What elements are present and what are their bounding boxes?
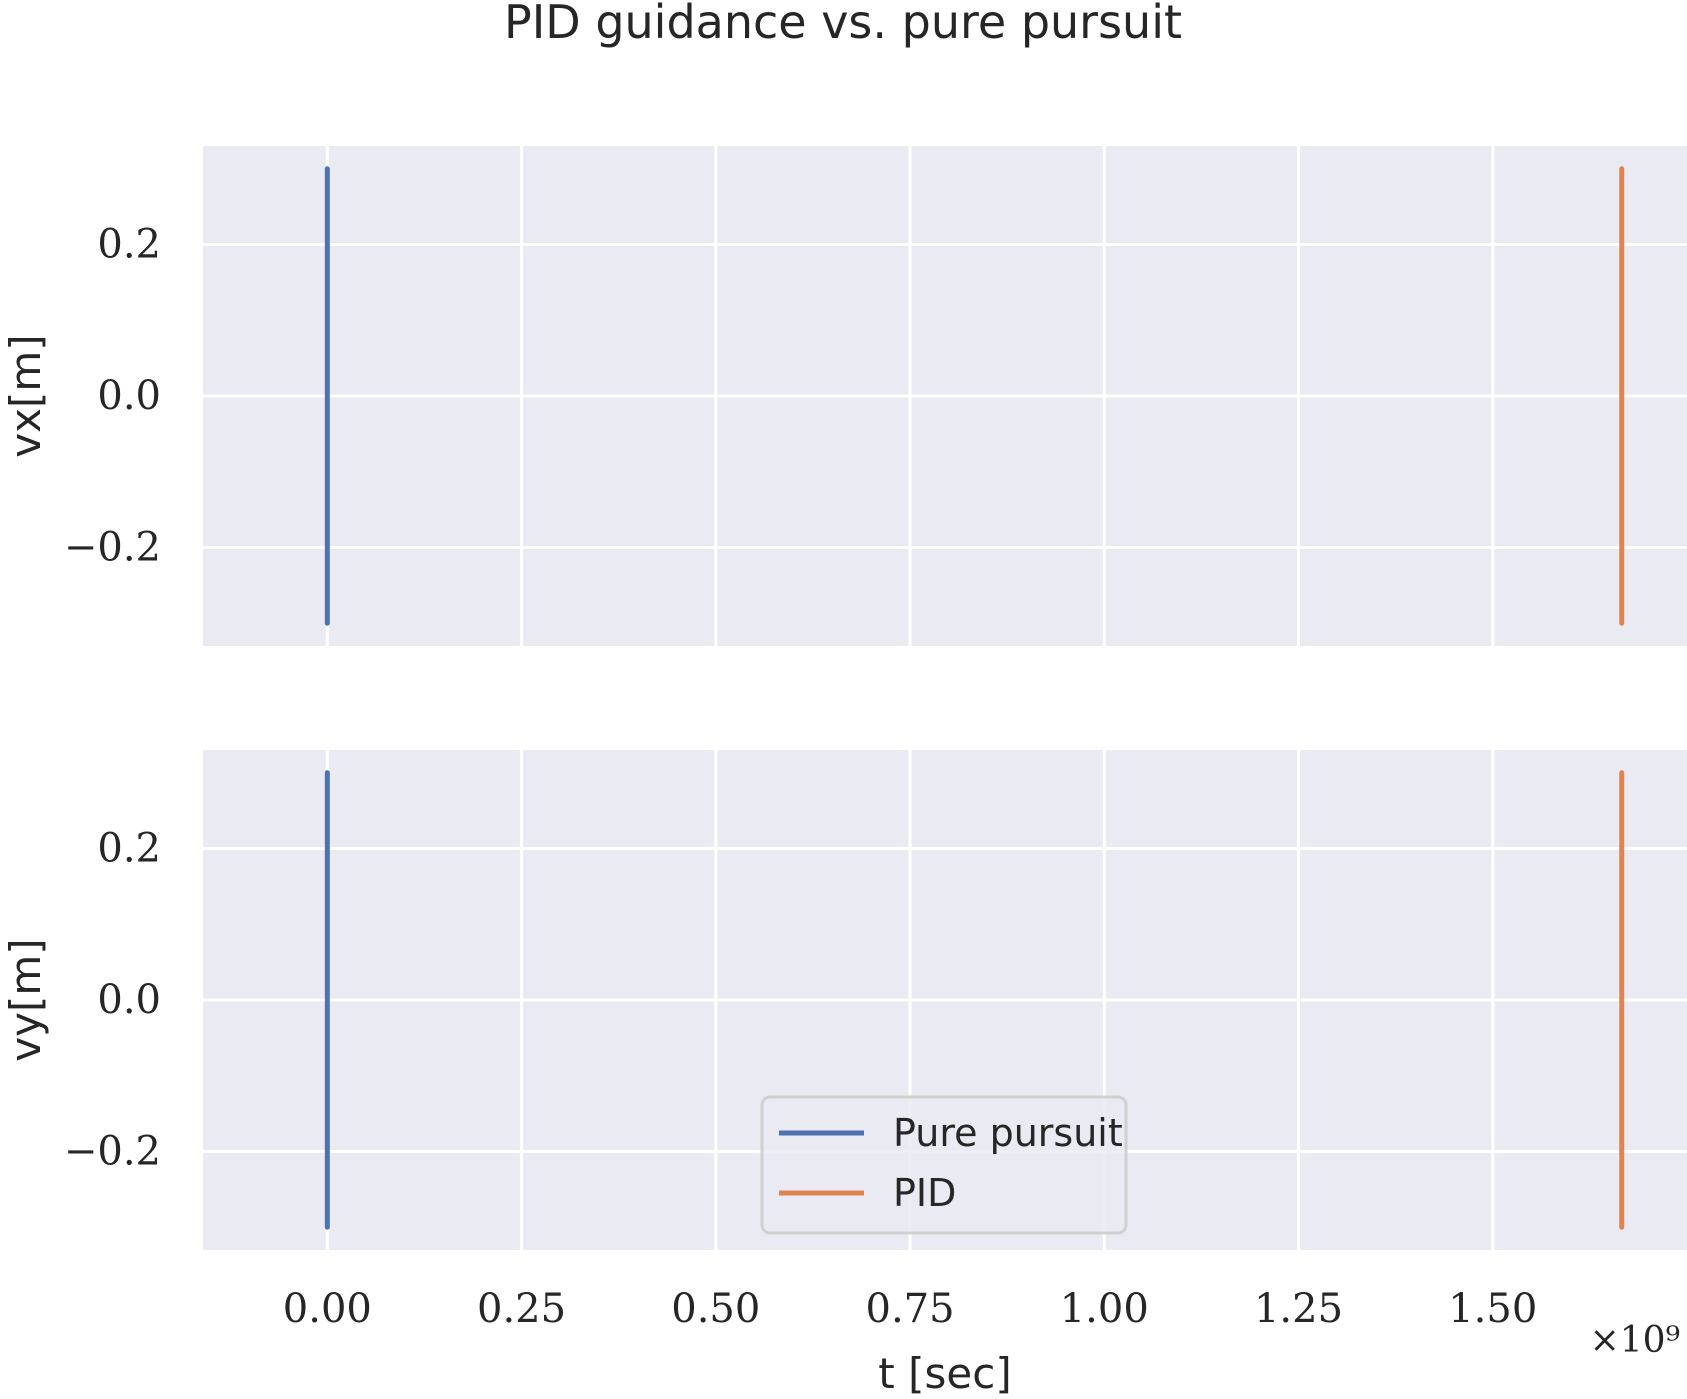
y-axis-label: vx[m] bbox=[1, 334, 50, 457]
y-axis-label: vy[m] bbox=[1, 938, 50, 1061]
y-tick-label: −0.2 bbox=[64, 525, 161, 571]
y-tick-label: −0.2 bbox=[64, 1129, 161, 1175]
y-tick-label: 0.0 bbox=[97, 977, 161, 1023]
x-offset-label: ×10⁹ bbox=[1590, 1320, 1680, 1361]
x-tick-label: 0.50 bbox=[671, 1286, 760, 1332]
x-tick-label: 1.25 bbox=[1254, 1286, 1343, 1332]
y-tick-label: 0.2 bbox=[97, 221, 161, 267]
panel-vy: −0.2 0.0 0.2 vy[m] 0.00 0.25 0.50 0.75 1.00 1.25 1… bbox=[1, 750, 1687, 1332]
x-tick-label: 0.00 bbox=[283, 1286, 372, 1332]
legend: Pure pursuit PID bbox=[760, 1095, 1128, 1235]
x-axis-label: t [sec] bbox=[878, 1349, 1011, 1398]
x-tick-label: 1.00 bbox=[1060, 1286, 1149, 1332]
legend-entry-label: PID bbox=[893, 1171, 956, 1215]
chart-title: PID guidance vs. pure pursuit bbox=[504, 0, 1182, 49]
y-tick-label: 0.2 bbox=[97, 825, 161, 871]
panel-vx: −0.2 0.0 0.2 vx[m] bbox=[1, 146, 1687, 646]
x-tick-label: 1.50 bbox=[1448, 1286, 1537, 1332]
y-tick-label: 0.0 bbox=[97, 373, 161, 419]
x-tick-label: 0.25 bbox=[477, 1286, 566, 1332]
x-tick-label: 0.75 bbox=[866, 1286, 955, 1332]
legend-entry-label: Pure pursuit bbox=[893, 1111, 1123, 1155]
